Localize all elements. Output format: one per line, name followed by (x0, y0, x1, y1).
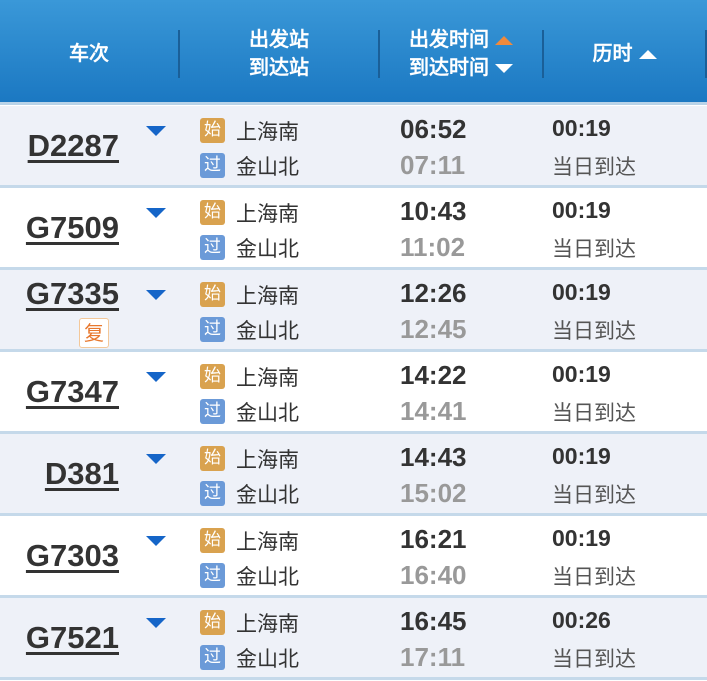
duration: 00:26 (552, 607, 611, 633)
pass-station-icon: 过 (200, 481, 225, 506)
train-number-link[interactable]: G7509 (25, 210, 119, 245)
header-stations: 出发站 到达站 (249, 27, 309, 79)
header-times: 出发时间 到达时间 (380, 25, 542, 81)
expand-stops-icon[interactable] (146, 290, 166, 300)
header-train: 车次 (69, 41, 109, 65)
arrival-day: 当日到达 (552, 401, 636, 425)
table-row: G7509 始 上海南 过 金山北 10:43 11:02 00:19 当日到达 (0, 188, 707, 270)
arrive-time: 14:41 (400, 396, 467, 426)
to-station: 金山北 (236, 565, 299, 589)
start-station-icon: 始 (200, 364, 225, 389)
to-station: 金山北 (236, 155, 299, 179)
pass-station-icon: 过 (200, 317, 225, 342)
depart-time: 16:21 (400, 524, 467, 554)
arrival-day: 当日到达 (552, 483, 636, 507)
arrive-time: 15:02 (400, 478, 467, 508)
table-header: 车次 出发站 到达站 出发时间 到达时间 历时 (0, 0, 707, 105)
start-station-icon: 始 (200, 446, 225, 471)
expand-stops-icon[interactable] (146, 454, 166, 464)
pass-station-icon: 过 (200, 645, 225, 670)
arrive-time: 07:11 (400, 150, 466, 180)
depart-time: 14:22 (400, 360, 467, 390)
arrive-time: 12:45 (400, 314, 467, 344)
divider (542, 30, 544, 78)
expand-stops-icon[interactable] (146, 208, 166, 218)
sort-duration[interactable]: 历时 (544, 28, 705, 78)
from-station: 上海南 (236, 612, 299, 636)
sort-asc-icon (638, 50, 657, 59)
to-station: 金山北 (236, 483, 299, 507)
depart-time: 10:43 (400, 196, 467, 226)
table-row: D2287 始 上海南 过 金山北 06:52 07:11 00:19 当日到达 (0, 106, 707, 188)
table-row: G7335 复 始 上海南 过 金山北 12:26 12:45 00:19 当日… (0, 270, 707, 352)
to-station: 金山北 (236, 237, 299, 261)
depart-time: 16:45 (400, 606, 467, 636)
arrival-day: 当日到达 (552, 319, 636, 343)
sort-depart-time[interactable]: 出发时间 (409, 25, 513, 53)
depart-time: 14:43 (400, 442, 467, 472)
table-row: G7521 始 上海南 过 金山北 16:45 17:11 00:26 当日到达 (0, 598, 707, 680)
from-station: 上海南 (236, 284, 299, 308)
duration: 00:19 (552, 115, 611, 141)
train-number-link[interactable]: G7335 (25, 276, 119, 311)
arrival-day: 当日到达 (552, 647, 636, 671)
divider (178, 30, 180, 78)
from-station: 上海南 (236, 202, 299, 226)
arrival-day: 当日到达 (552, 565, 636, 589)
pass-station-icon: 过 (200, 563, 225, 588)
start-station-icon: 始 (200, 200, 225, 225)
to-station: 金山北 (236, 401, 299, 425)
pass-station-icon: 过 (200, 235, 225, 260)
from-station: 上海南 (236, 530, 299, 554)
sort-asc-icon (495, 36, 513, 45)
expand-stops-icon[interactable] (146, 618, 166, 628)
table-row: G7303 始 上海南 过 金山北 16:21 16:40 00:19 当日到达 (0, 516, 707, 598)
resumed-badge: 复 (79, 318, 109, 348)
from-station: 上海南 (236, 448, 299, 472)
expand-stops-icon[interactable] (146, 536, 166, 546)
duration: 00:19 (552, 197, 611, 223)
start-station-icon: 始 (200, 118, 225, 143)
start-station-icon: 始 (200, 528, 225, 553)
train-number-link[interactable]: D2287 (27, 128, 119, 163)
arrive-time: 17:11 (400, 642, 466, 672)
from-station: 上海南 (236, 366, 299, 390)
expand-stops-icon[interactable] (146, 372, 166, 382)
sort-arrive-time[interactable]: 到达时间 (409, 53, 513, 81)
arrival-day: 当日到达 (552, 237, 636, 261)
arrive-time: 16:40 (400, 560, 467, 590)
to-station: 金山北 (236, 319, 299, 343)
depart-time: 06:52 (400, 114, 467, 144)
train-number-link[interactable]: G7303 (25, 538, 119, 573)
arrival-day: 当日到达 (552, 155, 636, 179)
depart-time: 12:26 (400, 278, 467, 308)
divider (705, 30, 707, 78)
duration: 00:19 (552, 279, 611, 305)
duration: 00:19 (552, 525, 611, 551)
duration: 00:19 (552, 361, 611, 387)
to-station: 金山北 (236, 647, 299, 671)
duration: 00:19 (552, 443, 611, 469)
train-number-link[interactable]: G7521 (25, 620, 119, 655)
start-station-icon: 始 (200, 282, 225, 307)
pass-station-icon: 过 (200, 399, 225, 424)
arrive-time: 11:02 (400, 232, 466, 262)
table-row: G7347 始 上海南 过 金山北 14:22 14:41 00:19 当日到达 (0, 352, 707, 434)
expand-stops-icon[interactable] (146, 126, 166, 136)
start-station-icon: 始 (200, 610, 225, 635)
from-station: 上海南 (236, 120, 299, 144)
divider (378, 30, 380, 78)
train-number-link[interactable]: D381 (44, 456, 119, 491)
train-number-link[interactable]: G7347 (25, 374, 119, 409)
table-row: D381 始 上海南 过 金山北 14:43 15:02 00:19 当日到达 (0, 434, 707, 516)
pass-station-icon: 过 (200, 153, 225, 178)
sort-desc-icon (495, 64, 513, 73)
